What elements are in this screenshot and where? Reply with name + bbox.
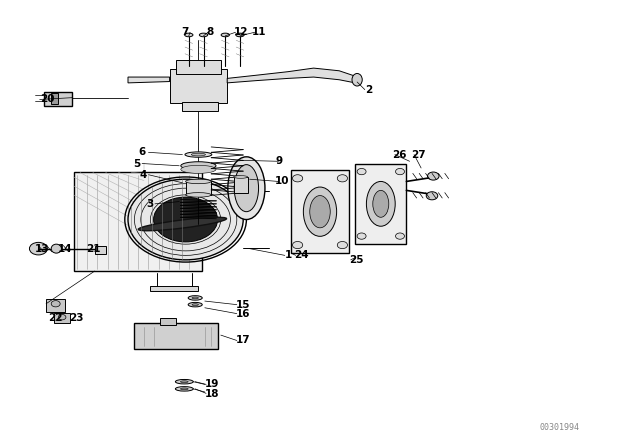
Ellipse shape <box>352 73 362 86</box>
Text: 18: 18 <box>205 389 220 399</box>
Polygon shape <box>128 77 170 83</box>
Circle shape <box>292 175 303 182</box>
Text: 14: 14 <box>58 244 72 254</box>
Ellipse shape <box>180 381 188 383</box>
Circle shape <box>357 168 366 175</box>
Text: 20: 20 <box>40 95 54 104</box>
Ellipse shape <box>191 153 205 156</box>
Text: 9: 9 <box>275 156 282 166</box>
Ellipse shape <box>228 157 265 220</box>
Bar <box>74 172 202 271</box>
Text: 19: 19 <box>205 379 219 389</box>
Text: 23: 23 <box>69 313 84 323</box>
Ellipse shape <box>192 297 198 299</box>
Text: 3: 3 <box>147 199 154 209</box>
Ellipse shape <box>185 152 212 157</box>
Text: 17: 17 <box>236 336 250 345</box>
Text: 12: 12 <box>234 27 248 37</box>
Circle shape <box>357 233 366 239</box>
Circle shape <box>51 301 60 307</box>
Bar <box>355 164 406 244</box>
Bar <box>44 92 72 106</box>
Bar <box>291 170 349 253</box>
Ellipse shape <box>181 165 216 173</box>
Text: 13: 13 <box>35 244 50 254</box>
Bar <box>182 102 218 111</box>
Ellipse shape <box>188 302 202 307</box>
Ellipse shape <box>186 193 211 197</box>
Ellipse shape <box>138 217 227 231</box>
Polygon shape <box>227 68 355 83</box>
Circle shape <box>428 172 439 180</box>
Ellipse shape <box>188 296 202 300</box>
Circle shape <box>337 241 348 249</box>
Text: 26: 26 <box>392 150 407 159</box>
Text: 5: 5 <box>134 159 141 168</box>
Bar <box>95 246 106 254</box>
Circle shape <box>396 168 404 175</box>
Circle shape <box>128 179 243 260</box>
Ellipse shape <box>192 304 198 306</box>
Text: 7: 7 <box>181 27 189 37</box>
Text: 11: 11 <box>252 27 266 37</box>
Text: 6: 6 <box>139 147 146 157</box>
Ellipse shape <box>186 179 211 184</box>
Text: 10: 10 <box>275 177 290 186</box>
Ellipse shape <box>221 33 229 37</box>
Text: 4: 4 <box>140 170 147 180</box>
Bar <box>150 286 198 291</box>
Text: 2: 2 <box>365 85 372 95</box>
Ellipse shape <box>180 388 188 390</box>
Ellipse shape <box>310 195 330 228</box>
Text: 1: 1 <box>285 250 292 260</box>
Ellipse shape <box>234 176 248 178</box>
Text: 22: 22 <box>48 313 63 323</box>
Text: 21: 21 <box>86 244 101 254</box>
Bar <box>51 93 58 104</box>
Text: 27: 27 <box>412 150 426 159</box>
Text: 24: 24 <box>294 250 309 260</box>
Ellipse shape <box>373 190 389 217</box>
Bar <box>170 69 227 103</box>
Ellipse shape <box>236 33 244 37</box>
Circle shape <box>426 192 438 200</box>
Ellipse shape <box>175 379 193 384</box>
Circle shape <box>154 197 218 242</box>
Text: 00301994: 00301994 <box>540 423 580 432</box>
Ellipse shape <box>234 165 259 212</box>
Ellipse shape <box>175 387 193 391</box>
Bar <box>186 181 211 195</box>
Bar <box>160 318 176 325</box>
Circle shape <box>396 233 404 239</box>
Ellipse shape <box>200 33 207 37</box>
Ellipse shape <box>367 181 396 226</box>
Bar <box>234 177 248 193</box>
Text: 15: 15 <box>236 300 250 310</box>
Ellipse shape <box>303 187 337 237</box>
Circle shape <box>292 241 303 249</box>
Text: 25: 25 <box>349 255 364 265</box>
Text: 16: 16 <box>236 309 250 319</box>
Circle shape <box>29 242 47 255</box>
Circle shape <box>337 175 348 182</box>
Bar <box>46 299 65 312</box>
Bar <box>134 323 218 349</box>
Bar <box>54 313 70 323</box>
Circle shape <box>58 314 66 320</box>
Bar <box>176 60 221 74</box>
Ellipse shape <box>184 33 193 37</box>
Ellipse shape <box>51 244 61 253</box>
Ellipse shape <box>181 162 216 170</box>
Text: 8: 8 <box>206 27 213 37</box>
